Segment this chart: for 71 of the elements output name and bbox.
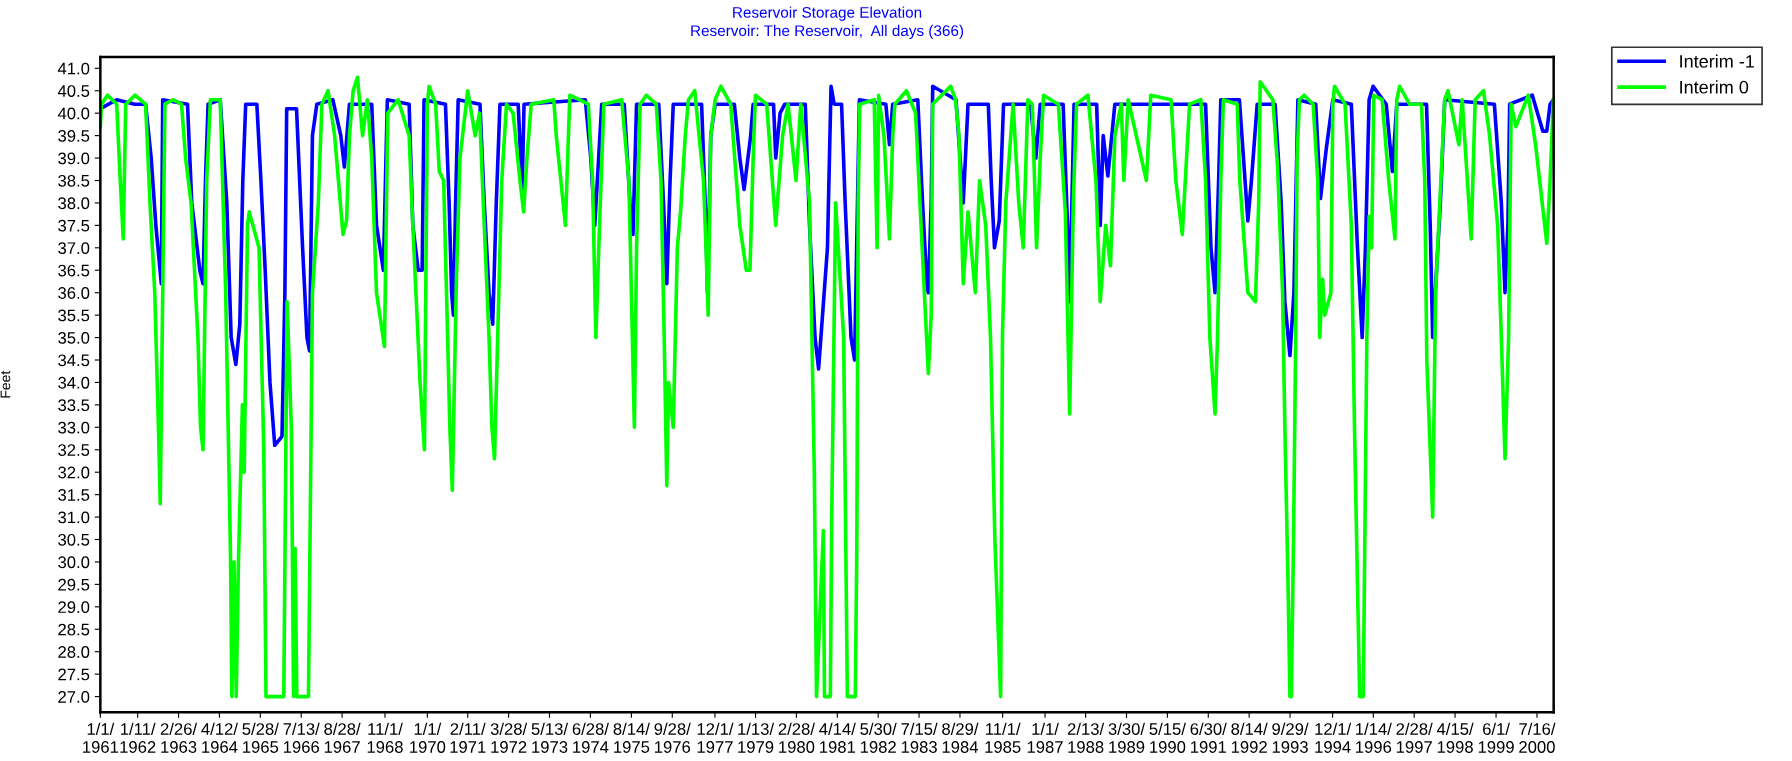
x-tick-label: 11/1/1985	[985, 722, 1021, 753]
y-tick-label: 27.0	[58, 690, 90, 703]
x-tick-label: 4/12/1964	[201, 722, 238, 753]
y-tick-label: 38.5	[58, 174, 90, 187]
x-tick-label: 6/30/1991	[1190, 722, 1227, 753]
y-tick-label: 40.0	[57, 107, 90, 120]
y-tick-label: 37.0	[58, 242, 90, 255]
chart-title: Reservoir Storage Elevation	[733, 6, 922, 21]
legend-label: Interim -1	[1680, 54, 1754, 68]
x-tick-label: 5/13/1973	[531, 722, 569, 753]
x-tick-label: 3/28/1972	[490, 722, 528, 753]
y-tick-label: 35.5	[58, 309, 90, 322]
y-tick-label: 33.5	[58, 399, 90, 412]
x-tick-label: 7/16/2000	[1519, 722, 1556, 753]
x-tick-label: 8/14/1992	[1231, 722, 1268, 753]
x-tick-label: 7/15/1983	[901, 722, 938, 753]
x-tick-label: 1/1/1987	[1027, 722, 1063, 753]
x-tick-label: 2/28/1997	[1396, 722, 1433, 753]
x-tick-label: 7/13/1966	[283, 722, 320, 753]
y-tick-label: 41.0	[57, 62, 90, 75]
y-tick-label: 28.0	[58, 646, 90, 658]
y-tick-label: 35.0	[58, 331, 90, 344]
y-tick-label: 28.5	[58, 623, 90, 636]
x-tick-label: 12/1/1977	[697, 722, 734, 753]
y-tick-label: 32.5	[58, 444, 90, 456]
y-tick-label: 27.5	[58, 668, 90, 681]
y-tick-label: 33.0	[58, 421, 90, 434]
legend-label: Interim 0	[1680, 80, 1749, 94]
y-tick-label: 34.5	[58, 354, 90, 367]
x-tick-label: 2/28/1980	[778, 722, 815, 753]
y-tick-label: 31.5	[58, 489, 90, 501]
y-tick-label: 36.0	[58, 287, 90, 299]
y-tick-label: 34.0	[58, 376, 90, 389]
x-tick-label: 1/11/1962	[120, 722, 156, 753]
y-tick-label: 38.0	[58, 197, 90, 210]
x-tick-label: 5/28/1965	[242, 722, 279, 753]
x-tick-label: 1/14/1996	[1356, 722, 1392, 753]
x-tick-label: 6/1/1999	[1478, 722, 1514, 753]
x-tick-label: 12/1/1994	[1315, 722, 1352, 753]
x-tick-label: 1/1/1970	[410, 722, 446, 753]
y-axis-title: Feet	[0, 370, 11, 398]
x-tick-label: 11/1/1968	[367, 722, 403, 753]
y-tick-label: 39.0	[58, 152, 90, 165]
y-tick-label: 31.0	[58, 511, 90, 524]
x-tick-label: 4/14/1981	[819, 722, 856, 753]
y-tick-label: 32.0	[58, 466, 90, 479]
x-tick-label: 2/13/1988	[1067, 722, 1105, 753]
x-tick-label: 5/15/1990	[1149, 722, 1186, 753]
x-tick-label: 5/30/1982	[860, 722, 897, 753]
y-tick-label: 36.5	[58, 264, 90, 277]
x-tick-label: 8/28/1967	[324, 722, 361, 753]
x-tick-label: 2/11/1971	[450, 722, 486, 753]
x-tick-label: 8/29/1984	[942, 722, 979, 753]
y-tick-label: 37.5	[58, 219, 90, 232]
x-tick-label: 1/13/1979	[738, 722, 775, 753]
y-tick-label: 40.5	[57, 85, 90, 97]
y-tick-label: 39.5	[58, 130, 90, 142]
x-tick-label: 4/15/1998	[1436, 722, 1474, 753]
x-tick-label: 2/26/1963	[160, 722, 198, 753]
x-tick-label: 6/28/1974	[572, 722, 609, 753]
y-tick-label: 29.0	[58, 601, 90, 614]
x-tick-label: 8/14/1975	[613, 722, 650, 753]
x-tick-label: 9/28/1976	[654, 722, 691, 753]
y-tick-label: 29.5	[58, 578, 90, 591]
x-tick-label: 9/29/1993	[1272, 722, 1309, 753]
y-tick-label: 30.5	[58, 533, 90, 546]
x-tick-label: 3/30/1989	[1108, 722, 1146, 753]
chart-subtitle: Reservoir: The Reservoir, All days (366)	[691, 24, 964, 40]
y-tick-label: 30.0	[58, 556, 90, 569]
line-series	[100, 75, 1554, 699]
x-tick-label: 1/1/1961	[83, 722, 119, 753]
